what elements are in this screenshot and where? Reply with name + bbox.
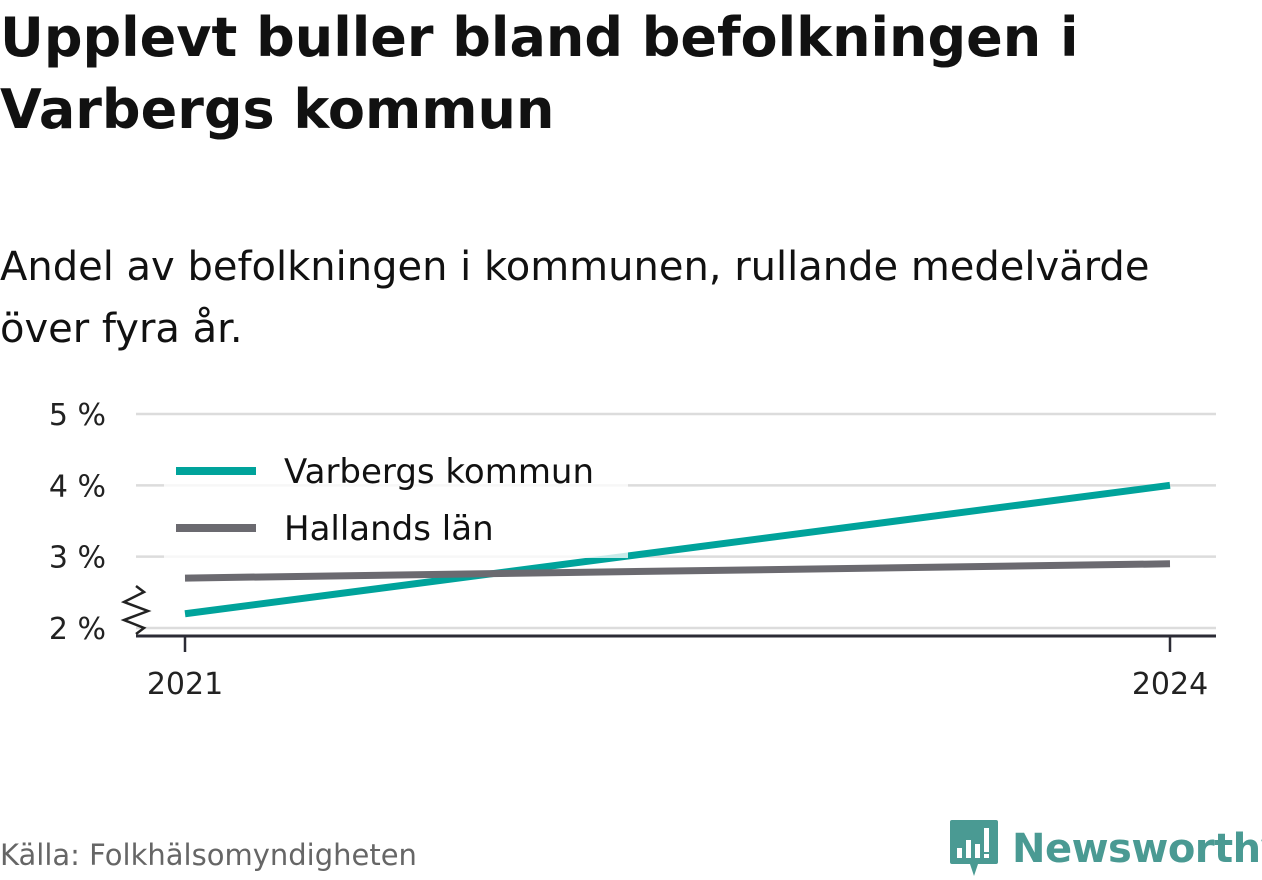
brand-name: Newsworthy [1012,826,1262,872]
y-tick-label: 3 % [49,541,106,576]
y-axis-ticks: 2 % 3 % 4 % 5 % [49,398,106,647]
series-lines [184,481,1171,618]
legend-label: Varbergs kommun [284,452,594,492]
chart-subtitle: Andel av befolkningen i kommunen, rullan… [0,244,1150,352]
x-tick-label: 2024 [1132,667,1208,702]
series-line [184,560,1171,582]
x-axis [120,585,1216,638]
legend-background [164,446,628,558]
source-note: Källa: Folkhälsomyndigheten [0,838,417,872]
y-tick-label: 5 % [49,398,106,433]
brand-logo: Newsworthy [948,818,1262,880]
chart-title: Upplevt buller bland befolkningen i Varb… [0,6,1079,141]
x-axis-ticks: 2021 2024 [147,636,1208,702]
y-tick-label: 2 % [49,612,106,647]
bar-chart-speech-bubble-icon [950,820,998,876]
line-chart: 2 % 3 % 4 % 5 % Varbergs kommun Hallands län… [49,398,1216,702]
series-line [184,481,1171,618]
legend: Varbergs kommun Hallands län [164,446,628,558]
legend-label: Hallands län [284,509,494,549]
axis-break-mark [120,585,152,635]
y-tick-label: 4 % [49,469,106,504]
x-tick-label: 2021 [147,667,223,702]
